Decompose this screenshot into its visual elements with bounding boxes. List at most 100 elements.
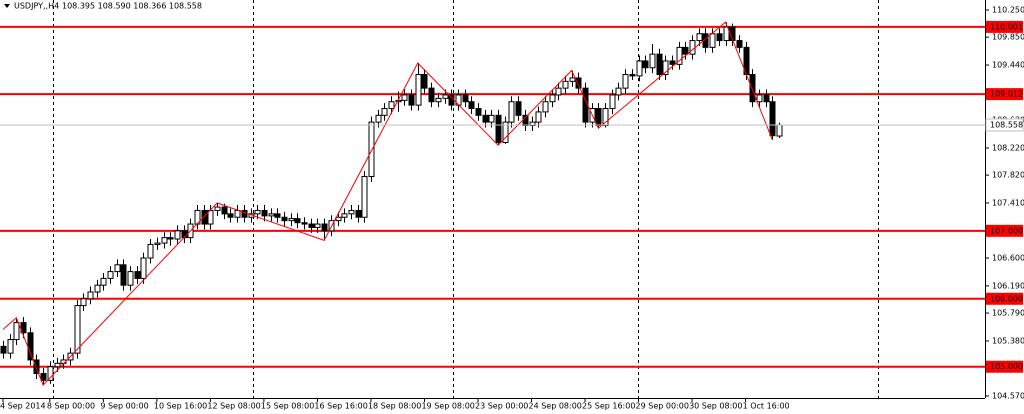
x-tick-label: 1 Oct 16:00 (743, 402, 790, 411)
bull-body (615, 87, 622, 96)
level-label: 110.001 (990, 22, 1023, 31)
level-label: 109.012 (990, 90, 1023, 99)
bull-body (107, 271, 114, 279)
bull-body (127, 271, 134, 286)
bear-body (294, 218, 301, 224)
y-tick-label: 109.850 (992, 33, 1024, 42)
y-tick-label: 104.570 (992, 391, 1024, 400)
bear-body (20, 322, 27, 334)
bull-body (709, 33, 716, 48)
bull-body (602, 108, 609, 127)
level-label-bg (986, 20, 1023, 33)
x-tick-label: 23 Sep 00:00 (475, 402, 528, 411)
bull-body (535, 111, 542, 123)
bull-body (288, 218, 295, 222)
y-tick-label: 107.820 (992, 171, 1024, 180)
bear-body (475, 108, 482, 116)
bull-body (723, 26, 730, 42)
price-label: 108.558 (990, 120, 1023, 129)
x-tick-label: 24 Sep 08:00 (529, 402, 582, 411)
y-tick-label: 106.600 (992, 254, 1024, 263)
bear-body (167, 237, 174, 240)
bull-body (7, 339, 14, 354)
x-tick-label: 4 Sep 2014 (0, 402, 46, 411)
bull-body (375, 114, 382, 123)
x-tick-label: 18 Sep 08:00 (368, 402, 421, 411)
level-label: 105.000 (990, 362, 1023, 371)
bear-body (134, 271, 141, 279)
bear-body (468, 101, 475, 110)
bull-body (368, 121, 375, 177)
bear-body (227, 213, 234, 218)
y-tick-label: 105.790 (992, 309, 1024, 318)
bear-body (682, 46, 689, 55)
bear-body (261, 209, 268, 217)
bull-body (435, 97, 442, 103)
bear-body (33, 359, 40, 375)
bull-body (388, 101, 395, 110)
bull-body (636, 60, 643, 77)
bear-body (408, 94, 415, 106)
bull-body (696, 33, 703, 42)
bear-body (308, 223, 315, 228)
bull-body (569, 77, 576, 82)
bull-body (87, 291, 94, 300)
bull-body (361, 175, 368, 218)
bull-body (147, 243, 154, 259)
bear-body (629, 74, 636, 77)
bull-body (268, 213, 275, 217)
bull-body (74, 305, 81, 354)
bear-body (656, 53, 663, 76)
level-label: 107.000 (990, 226, 1023, 235)
bear-body (281, 216, 288, 222)
price-label-bg (985, 118, 1024, 132)
bear-body (736, 40, 743, 48)
bull-body (13, 322, 20, 341)
level-label-bg (986, 88, 1023, 101)
bull-body (502, 121, 509, 143)
bear-body (769, 101, 776, 137)
bull-body (341, 213, 348, 218)
bear-body (482, 114, 489, 123)
x-tick-label: 29 Sep 00:00 (636, 402, 689, 411)
bull-body (676, 46, 683, 65)
bull-body (649, 53, 656, 69)
bull-body (689, 40, 696, 55)
bear-body (642, 60, 649, 69)
bull-body (442, 94, 449, 99)
bull-body (207, 209, 214, 225)
bull-body (529, 121, 536, 127)
x-tick-label: 15 Sep 08:00 (261, 402, 314, 411)
bull-body (488, 114, 495, 123)
bull-body (140, 257, 147, 279)
level-label-bg (986, 224, 1023, 237)
bear-body (495, 114, 502, 143)
bear-body (421, 74, 428, 89)
x-tick-label: 9 Sep 00:00 (100, 402, 148, 411)
bull-body (555, 87, 562, 96)
bull-body (549, 94, 556, 103)
bull-body (214, 206, 221, 211)
bull-body (335, 216, 342, 222)
bull-body (562, 80, 569, 89)
y-tick-label: 109.440 (992, 61, 1024, 70)
bull-body (609, 94, 616, 110)
bear-body (0, 345, 7, 354)
bull-body (348, 209, 355, 215)
bull-body (415, 74, 422, 106)
bear-body (40, 373, 47, 381)
x-tick-label: 25 Sep 16:00 (582, 402, 635, 411)
bear-body (669, 60, 676, 65)
y-tick-label: 107.410 (992, 198, 1024, 207)
bear-body (575, 77, 582, 89)
bull-body (542, 101, 549, 113)
level-label-bg (986, 292, 1023, 305)
x-tick-label: 12 Sep 08:00 (207, 402, 260, 411)
bear-body (274, 213, 281, 218)
bull-body (381, 108, 388, 116)
bear-body (27, 332, 34, 361)
bull-body (314, 223, 321, 228)
y-tick-label: 106.190 (992, 281, 1024, 290)
